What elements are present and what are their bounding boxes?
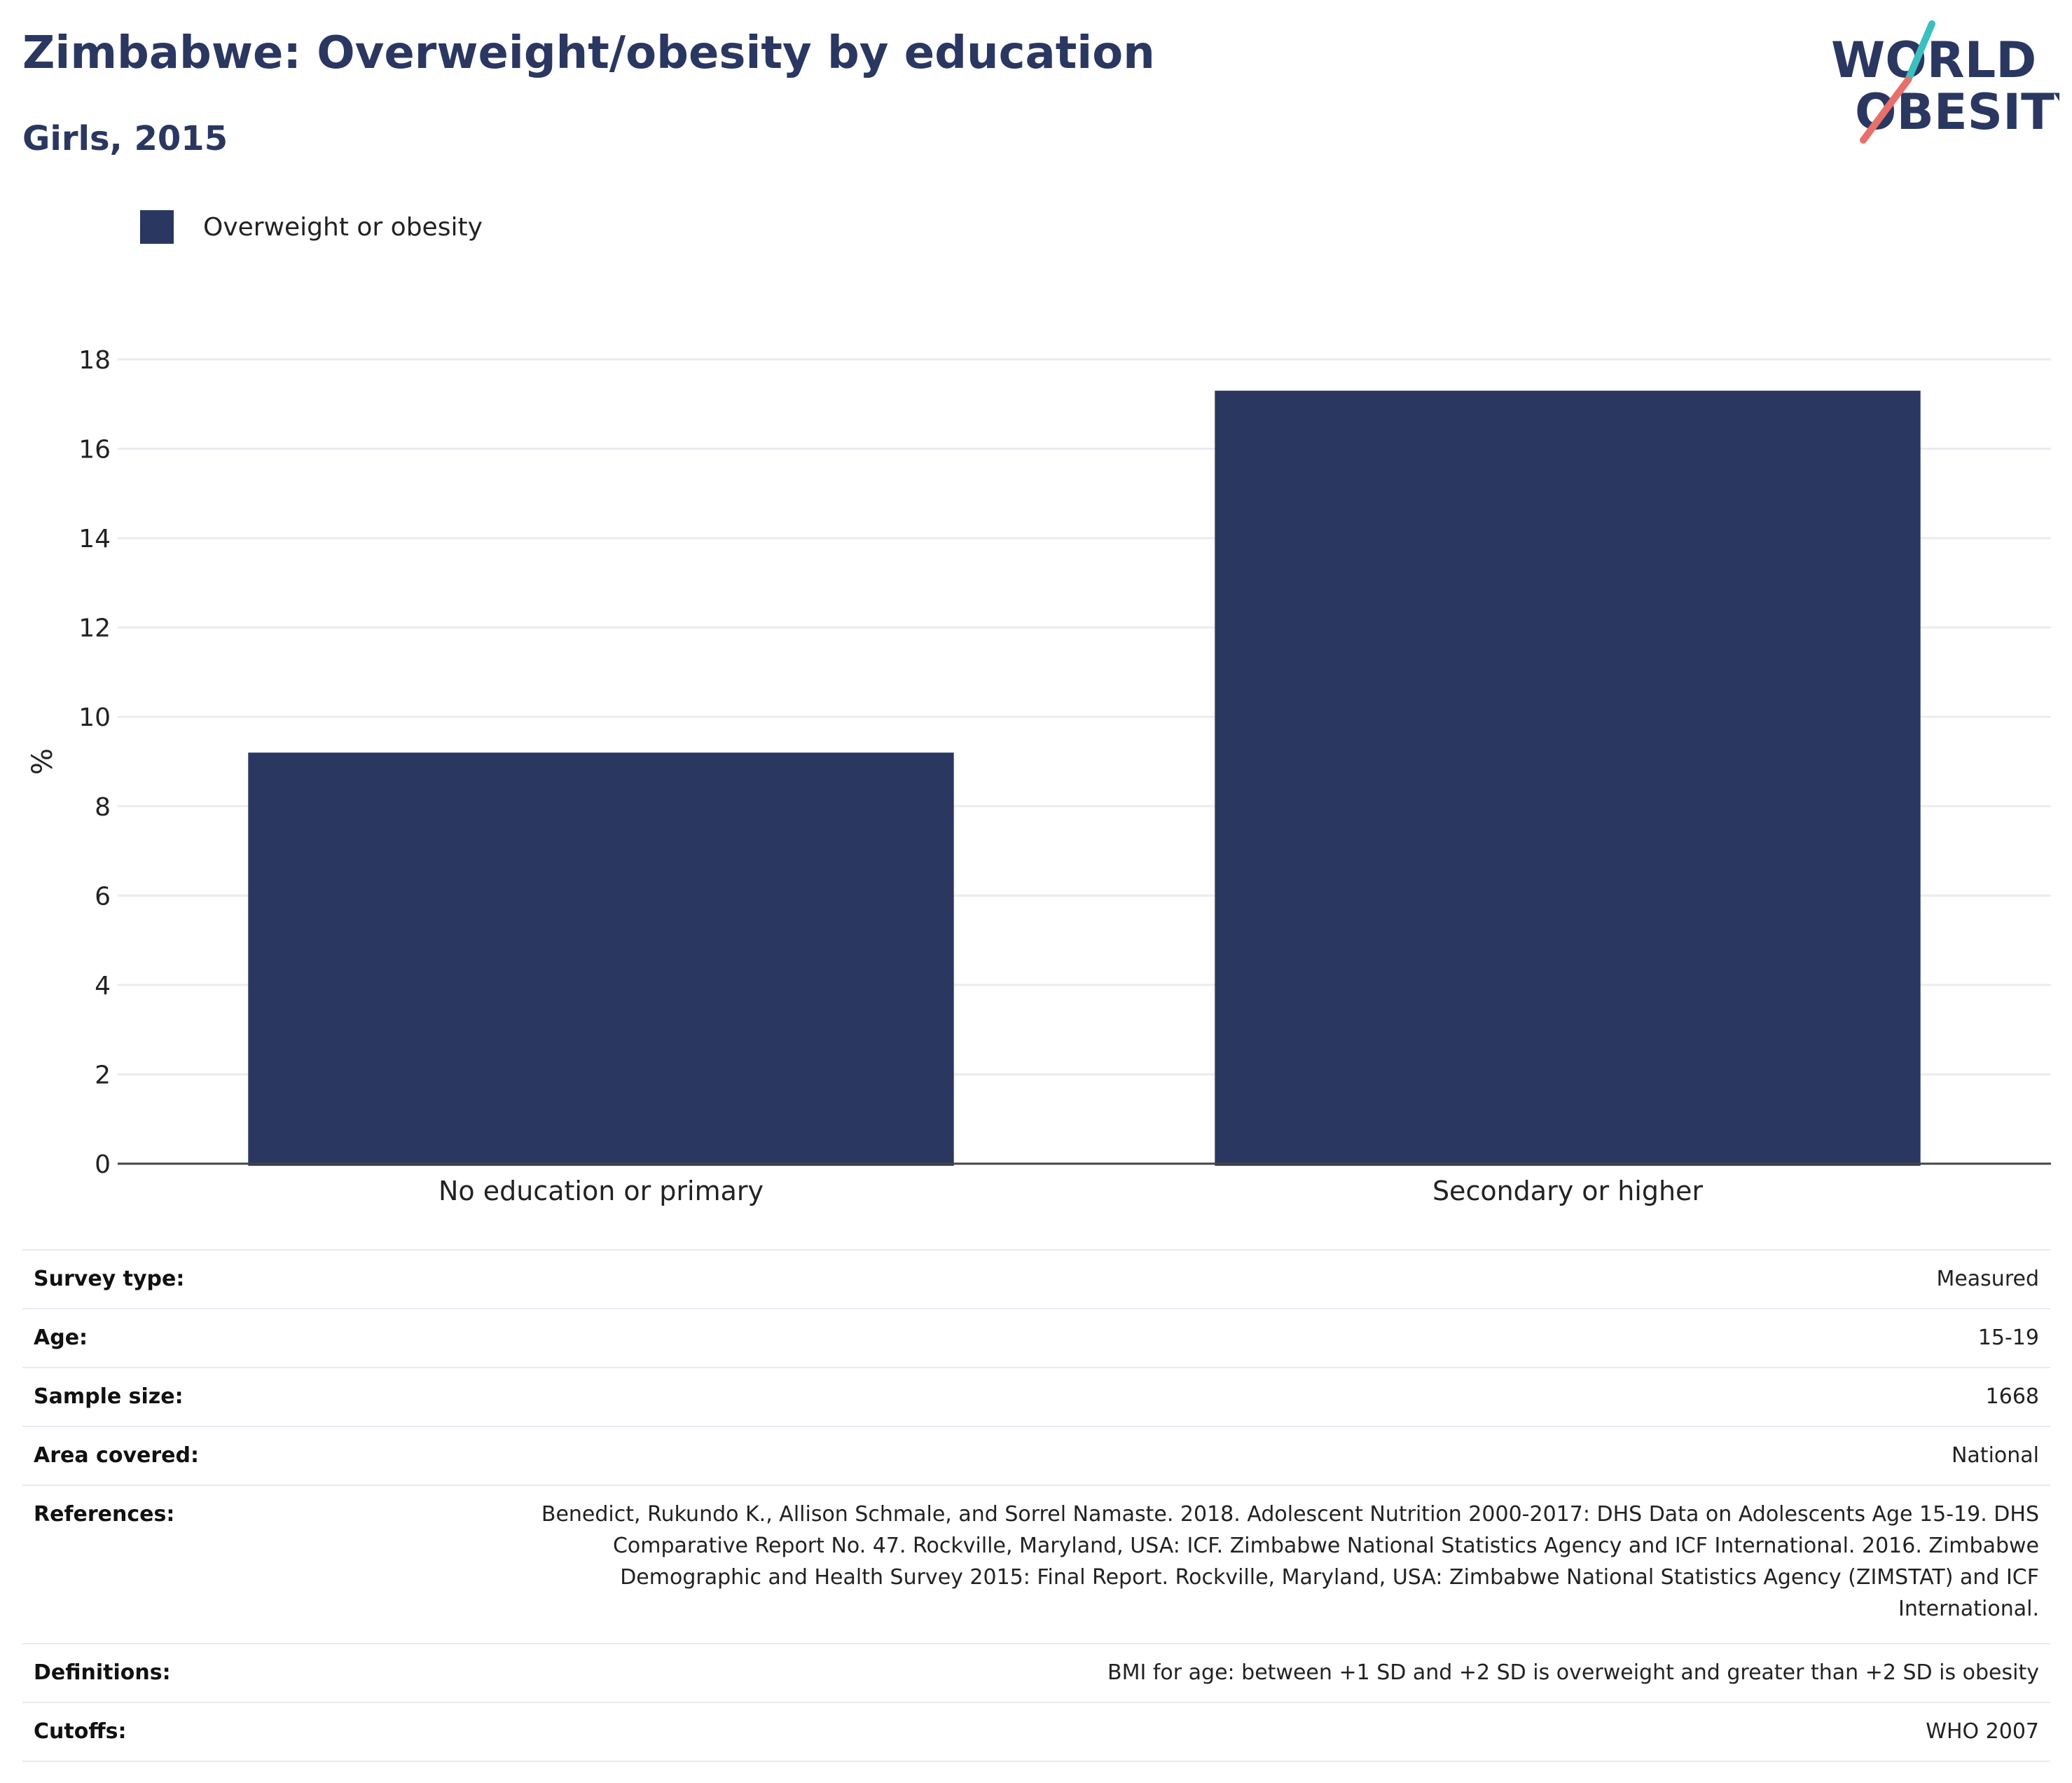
y-tick-label: 18	[78, 346, 111, 375]
y-tick-label: 16	[78, 436, 111, 464]
meta-row: Area covered: National	[22, 1426, 2050, 1485]
y-tick-label: 14	[78, 525, 111, 553]
legend-label[interactable]: Overweight or obesity	[203, 212, 483, 242]
meta-label: Age:	[34, 1326, 88, 1350]
meta-value: Measured	[1936, 1267, 2039, 1291]
meta-row: References: Benedict, Rukundo K., Allison…	[22, 1485, 2050, 1643]
meta-value: BMI for age: between +1 SD and +2 SD is …	[1107, 1660, 2039, 1685]
meta-row: Sample size: 1668	[22, 1367, 2050, 1426]
x-tick-label: Secondary or higher	[1432, 1176, 1704, 1206]
bar-chart: 0 2 4 6 8 10 12 14 16 18 No education or primary Se…	[27, 346, 2051, 1206]
bar[interactable]	[248, 752, 954, 1166]
meta-row: Survey type: Measured	[22, 1249, 2050, 1308]
chart-legend: Overweight or obesity	[140, 209, 483, 245]
logo-slash-teal	[1905, 20, 1935, 83]
legend-swatch[interactable]	[140, 210, 174, 244]
meta-row: Age: 15-19	[22, 1308, 2050, 1367]
y-tick-label: 2	[95, 1061, 111, 1089]
chart-title: Zimbabwe: Overweight/obesity by educatio…	[22, 27, 1155, 79]
meta-label: Cutoffs:	[34, 1719, 127, 1744]
y-tick-label: 10	[78, 703, 111, 732]
meta-label: Area covered:	[34, 1443, 199, 1468]
meta-label: Survey type:	[34, 1267, 185, 1291]
logo-slash-coral	[1860, 76, 1912, 144]
meta-value: Benedict, Rukundo K., Allison Schmale, a…	[541, 1502, 2039, 1621]
y-tick-label: 12	[78, 614, 111, 643]
bar[interactable]	[1215, 390, 1921, 1166]
world-obesity-logo-graphic: WORLD OBESITY	[1831, 20, 2072, 144]
y-tick-label: 6	[95, 882, 111, 911]
y-tick-label: 4	[95, 972, 111, 1000]
x-tick-label: No education or primary	[438, 1176, 764, 1206]
meta-row: Cutoffs: WHO 2007	[22, 1702, 2050, 1762]
y-axis-label: %	[27, 748, 59, 775]
y-tick-label: 8	[95, 793, 111, 822]
meta-label: Definitions:	[34, 1660, 171, 1685]
axes: 0 2 4 6 8 10 12 14 16 18 No education or primary Se…	[78, 346, 2051, 1206]
meta-value: 15-19	[1977, 1326, 2039, 1350]
chart-subtitle: Girls, 2015	[22, 119, 228, 158]
logo-line1: WORLD	[1831, 32, 2036, 89]
meta-label: References:	[34, 1502, 175, 1527]
survey-details-table: Survey type: Measured Age: 15-19 Sample size…	[22, 1249, 2050, 1762]
meta-value: 1668	[1985, 1384, 2039, 1409]
world-obesity-logo: WORLD OBESITY	[1821, 20, 2072, 146]
meta-value: WHO 2007	[1926, 1719, 2039, 1744]
meta-value: National	[1951, 1443, 2039, 1468]
logo-line2: OBESITY	[1855, 83, 2059, 141]
meta-row: Definitions: BMI for age: between +1 SD a…	[22, 1643, 2050, 1702]
y-tick-label: 0	[95, 1150, 111, 1179]
meta-label: Sample size:	[34, 1384, 184, 1409]
bars	[248, 390, 1921, 1166]
